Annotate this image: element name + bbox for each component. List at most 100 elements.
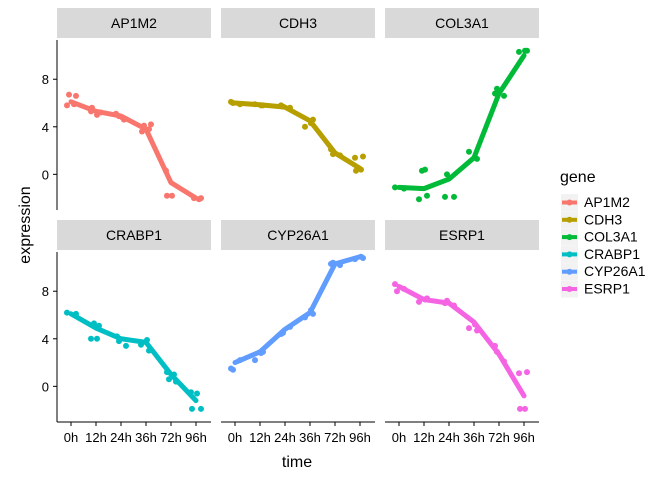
facet-strip xyxy=(57,8,211,38)
trend-line-ap1m2 xyxy=(68,99,199,201)
data-point xyxy=(308,120,314,127)
legend-label-esrp1: ESRP1 xyxy=(584,281,630,297)
data-point xyxy=(422,296,428,303)
data-point xyxy=(64,102,70,109)
facet-strip-label: CYP26A1 xyxy=(267,227,329,243)
data-point xyxy=(352,154,358,161)
data-point xyxy=(444,171,450,178)
data-point xyxy=(166,376,172,383)
y-tick-label: 0 xyxy=(42,379,49,394)
legend-label-cdh3: CDH3 xyxy=(584,211,622,227)
facet-strip-label: ESRP1 xyxy=(439,227,485,243)
data-point xyxy=(394,288,400,295)
data-point xyxy=(237,101,243,108)
data-point xyxy=(188,389,194,396)
y-tick-label: 0 xyxy=(42,167,49,182)
data-point xyxy=(442,193,448,200)
data-point xyxy=(451,302,457,309)
facet-panel-cyp26a1: CYP26A1 0h 12h 24h 36h 72h 96h xyxy=(221,220,375,445)
x-tick-label: 96h xyxy=(185,430,207,445)
legend-key-point xyxy=(566,216,573,223)
data-point xyxy=(522,405,528,412)
data-point xyxy=(164,192,170,199)
data-point xyxy=(237,357,243,364)
data-point xyxy=(466,325,472,332)
data-point xyxy=(123,342,129,349)
data-point xyxy=(401,185,407,192)
data-point xyxy=(258,102,264,109)
x-tick-label: 0h xyxy=(64,430,78,445)
legend-label-cyp26a1: CYP26A1 xyxy=(584,263,646,279)
data-point xyxy=(113,110,119,117)
trend-line-cdh3 xyxy=(232,100,363,171)
data-point xyxy=(230,100,236,107)
data-point xyxy=(302,314,308,321)
data-point xyxy=(353,167,359,174)
x-tick-label: 24h xyxy=(438,430,460,445)
trend-line-cyp26a1 xyxy=(232,254,363,366)
facet-strip xyxy=(385,8,539,38)
facet-strip-label: CDH3 xyxy=(279,15,317,31)
data-point xyxy=(302,123,308,130)
data-point xyxy=(71,101,77,108)
data-point xyxy=(337,152,343,159)
data-point xyxy=(360,153,366,160)
data-point xyxy=(116,338,122,345)
facet-panel-ap1m2: AP1M2 0 4 8 xyxy=(42,8,211,210)
data-point xyxy=(94,335,100,342)
data-point xyxy=(88,335,94,342)
x-tick-label: 24h xyxy=(110,430,132,445)
data-point xyxy=(89,104,95,111)
data-point xyxy=(144,336,150,343)
data-point xyxy=(230,366,236,373)
data-point xyxy=(524,369,530,376)
facet-panel-crabp1: CRABP1 0 4 8 0h 12h 24h 36h 72h 96h xyxy=(42,220,211,445)
data-point xyxy=(173,378,179,385)
data-point xyxy=(401,285,407,292)
facet-strip-label: COL3A1 xyxy=(435,15,489,31)
x-tick-label: 0h xyxy=(228,430,242,445)
legend-key-point xyxy=(566,199,573,206)
facet-strip xyxy=(221,220,375,250)
data-point xyxy=(114,333,120,340)
data-point xyxy=(169,192,175,199)
facet-strip xyxy=(385,220,539,250)
data-point xyxy=(148,121,154,128)
facet-strip xyxy=(221,8,375,38)
data-point xyxy=(392,184,398,191)
x-tick-label: 36h xyxy=(463,430,485,445)
x-tick-label: 12h xyxy=(413,430,435,445)
data-point xyxy=(189,405,195,412)
x-tick-label: 24h xyxy=(274,430,296,445)
trend-line-crabp1 xyxy=(68,311,199,404)
data-point xyxy=(196,196,202,203)
data-point xyxy=(328,146,334,153)
data-point xyxy=(451,193,457,200)
facet-panel-cdh3: CDH3 xyxy=(221,8,375,174)
x-tick-label: 0h xyxy=(392,430,406,445)
y-tick-label: 8 xyxy=(42,284,49,299)
data-point xyxy=(164,369,170,376)
data-point xyxy=(64,309,70,316)
data-point xyxy=(146,347,152,354)
legend-label-ap1m2: AP1M2 xyxy=(584,194,630,210)
data-point xyxy=(191,195,197,202)
data-point xyxy=(146,126,152,133)
x-tick-label: 72h xyxy=(488,430,510,445)
data-point xyxy=(194,390,200,397)
data-point xyxy=(416,196,422,203)
data-point xyxy=(516,370,522,377)
data-point xyxy=(392,281,398,288)
data-point xyxy=(138,341,144,348)
data-point xyxy=(516,48,522,55)
data-point xyxy=(337,262,343,269)
data-point xyxy=(280,329,286,336)
data-point xyxy=(424,192,430,199)
y-axis-label: expression xyxy=(17,186,34,263)
data-point xyxy=(91,320,97,327)
data-point xyxy=(494,85,500,92)
legend-label-crabp1: CRABP1 xyxy=(584,246,640,262)
facet-strip xyxy=(57,220,211,250)
